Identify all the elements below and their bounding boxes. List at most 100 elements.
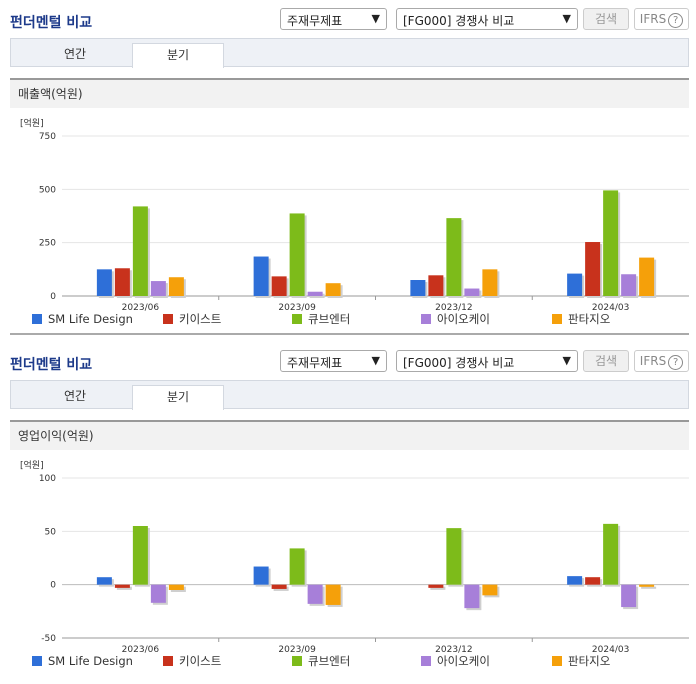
peer-group-select[interactable]: [FG000] 경쟁사 비교 ▼ — [396, 8, 578, 30]
y-tick-label: 100 — [39, 474, 56, 484]
legend-label: 키이스트 — [179, 654, 221, 668]
bar — [639, 584, 655, 587]
peer-group-select[interactable]: [FG000] 경쟁사 비교 ▼ — [396, 350, 578, 372]
legend-swatch — [292, 314, 302, 324]
bar — [567, 273, 583, 296]
y-tick-label: 250 — [39, 239, 56, 249]
x-tick-label: 2023/12 — [435, 645, 472, 655]
bar — [621, 274, 637, 296]
statement-type-select[interactable]: 주재무제표 ▼ — [280, 350, 387, 372]
bar — [639, 257, 655, 296]
bar — [325, 283, 341, 296]
bar — [253, 566, 269, 585]
ifrs-label: IFRS — [639, 12, 667, 26]
help-icon: ? — [668, 355, 684, 370]
bar — [96, 577, 112, 585]
y-tick-label: 50 — [45, 527, 57, 537]
bar — [464, 584, 480, 609]
bar — [289, 548, 305, 585]
select-value: [FG000] 경쟁사 비교 — [403, 14, 515, 28]
legend-swatch — [552, 656, 562, 666]
bar — [132, 526, 148, 585]
tab-quarterly[interactable]: 분기 — [132, 43, 224, 68]
y-tick-label: 0 — [50, 292, 56, 302]
bar — [132, 206, 148, 296]
bar — [621, 584, 637, 608]
bar — [482, 584, 498, 596]
bar — [428, 584, 444, 588]
bar — [567, 576, 583, 585]
search-button[interactable]: 검색 — [583, 350, 629, 372]
bar — [446, 528, 462, 585]
bar — [114, 268, 130, 296]
bar-shadow — [641, 586, 657, 589]
legend-swatch — [32, 314, 42, 324]
bar — [168, 277, 184, 296]
operating-profit-bar-chart: [억원] -50 0 50 100 2023/06 2023/09 2023/12 2024/0… — [20, 459, 689, 668]
bar — [96, 269, 112, 296]
bar — [271, 584, 287, 589]
legend-swatch — [32, 656, 42, 666]
bar — [585, 577, 601, 585]
legend-swatch — [292, 656, 302, 666]
legend-label: 아이오케이 — [437, 312, 490, 326]
bar — [325, 584, 341, 605]
bar — [446, 218, 462, 296]
unit-label: [억원] — [20, 459, 44, 471]
legend-label: 큐브엔터 — [308, 312, 350, 326]
bar — [307, 584, 323, 604]
legend-label: 큐브엔터 — [308, 654, 350, 668]
bar — [428, 275, 444, 296]
ifrs-button[interactable]: IFRS? — [634, 350, 689, 372]
tab-annual[interactable]: 연간 — [63, 47, 87, 61]
unit-label: [억원] — [20, 117, 44, 129]
select-value: 주재무제표 — [287, 14, 343, 28]
bar — [114, 584, 130, 588]
x-tick-label: 2023/09 — [278, 303, 316, 313]
tab-quarterly[interactable]: 분기 — [132, 385, 224, 410]
legend-label: SM Life Design — [48, 654, 133, 668]
y-tick-label: 750 — [39, 132, 56, 142]
x-tick-label: 2024/03 — [592, 303, 629, 313]
y-tick-label: 500 — [39, 185, 56, 195]
search-button[interactable]: 검색 — [583, 8, 629, 30]
x-tick-label: 2023/06 — [122, 645, 160, 655]
legend-swatch — [421, 314, 431, 324]
chevron-down-icon: ▼ — [562, 12, 571, 25]
ifrs-button[interactable]: IFRS? — [634, 8, 689, 30]
select-value: 주재무제표 — [287, 356, 343, 370]
legend-swatch — [163, 314, 173, 324]
revenue-bar-chart: [억원] 0 250 500 750 2023/06 2023/09 2023/12 2024/… — [20, 117, 689, 326]
select-value: [FG000] 경쟁사 비교 — [403, 356, 515, 370]
legend-swatch — [421, 656, 431, 666]
chevron-down-icon: ▼ — [562, 354, 571, 367]
bar-shadow — [430, 586, 446, 590]
bar — [464, 288, 480, 296]
bar — [253, 256, 269, 296]
bar — [307, 291, 323, 296]
bar — [603, 523, 619, 585]
panel-title: 매출액(억원) — [10, 78, 689, 108]
bar — [482, 269, 498, 296]
legend-swatch — [552, 314, 562, 324]
legend-label: 판타지오 — [568, 654, 610, 668]
legend-label: 판타지오 — [568, 312, 610, 326]
bar — [410, 280, 426, 296]
legend-label: 키이스트 — [179, 312, 221, 326]
ifrs-label: IFRS — [639, 354, 667, 368]
section-title: 펀더멘털 비교 — [10, 357, 93, 373]
period-tabs: 연간 분기 — [10, 380, 689, 410]
x-tick-label: 2023/09 — [278, 645, 316, 655]
period-tabs: 연간 분기 — [10, 38, 689, 68]
bar — [150, 281, 166, 296]
statement-type-select[interactable]: 주재무제표 ▼ — [280, 8, 387, 30]
divider — [10, 333, 689, 335]
bar — [150, 584, 166, 603]
tab-annual[interactable]: 연간 — [63, 389, 87, 403]
x-tick-label: 2024/03 — [592, 645, 629, 655]
legend-swatch — [163, 656, 173, 666]
bar — [168, 584, 184, 590]
bar — [603, 190, 619, 296]
section-title: 펀더멘털 비교 — [10, 15, 93, 31]
y-tick-label: -50 — [41, 634, 56, 644]
